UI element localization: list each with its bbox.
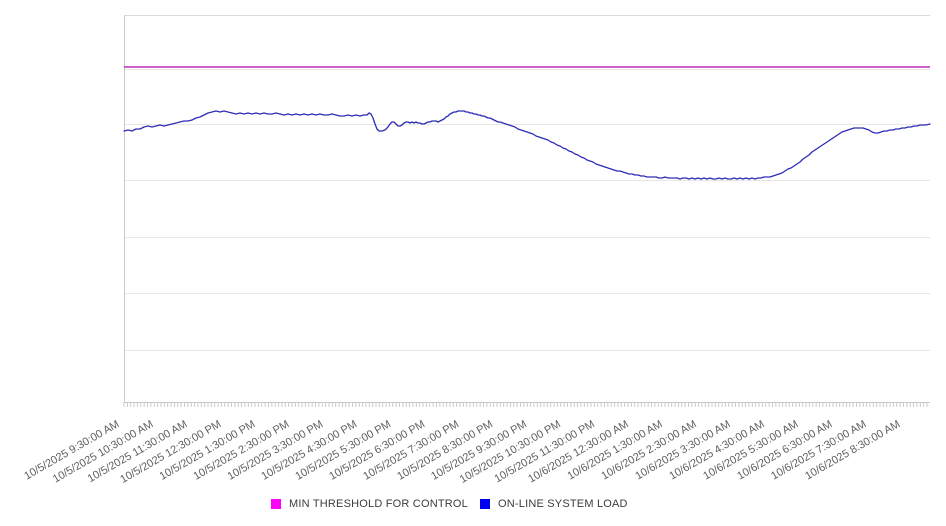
legend-label-online-system-load: ON-LINE SYSTEM LOAD bbox=[497, 498, 628, 510]
x-axis-minor-ticks bbox=[123, 402, 928, 407]
legend: MIN THRESHOLD FOR CONTROL ON-LINE SYSTEM… bbox=[271, 498, 628, 510]
legend-swatch-min-threshold-icon bbox=[271, 499, 281, 509]
online-system-load-line bbox=[123, 110, 931, 180]
legend-label-min-threshold: MIN THRESHOLD FOR CONTROL bbox=[289, 498, 468, 510]
legend-item-min-threshold[interactable]: MIN THRESHOLD FOR CONTROL bbox=[271, 498, 468, 510]
legend-item-online-system-load[interactable]: ON-LINE SYSTEM LOAD bbox=[479, 498, 628, 510]
legend-swatch-online-system-load-icon bbox=[479, 499, 490, 509]
